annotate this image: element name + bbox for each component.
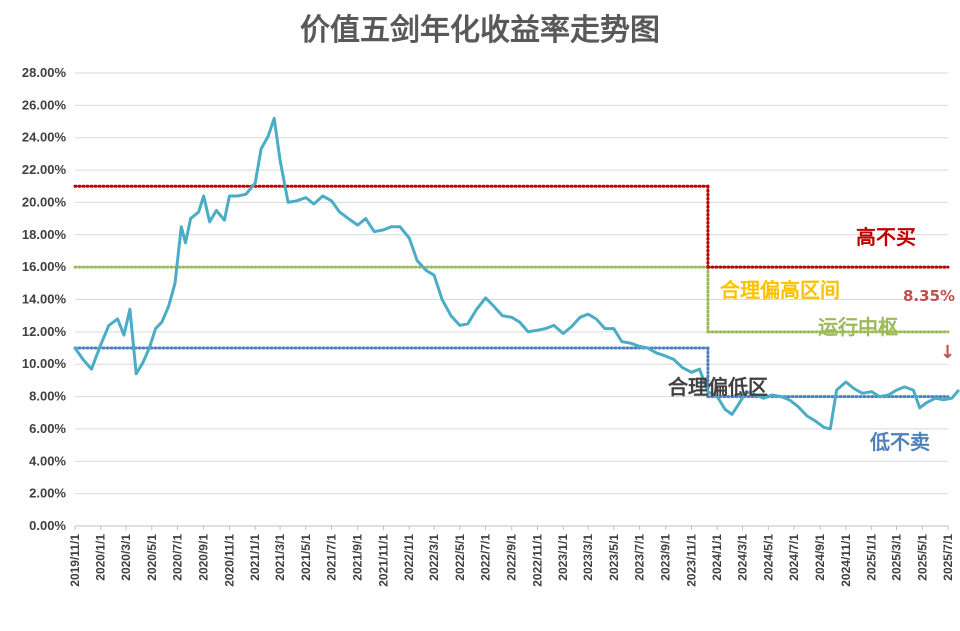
x-tick-label: 2022/7/1	[479, 534, 493, 581]
y-tick-label: 28.00%	[22, 65, 67, 80]
y-tick-label: 8.00%	[29, 389, 66, 404]
y-axis: 0.00% 2.00% 4.00% 6.00% 8.00% 10.00% 12.00% 14.…	[22, 65, 67, 533]
x-tick-label: 2024/9/1	[813, 534, 827, 581]
chart-title: 价值五剑年化收益率走势图	[300, 13, 660, 48]
series-line	[73, 116, 960, 431]
x-tick-label: 2023/5/1	[607, 534, 621, 581]
x-tick-label: 2021/5/1	[299, 534, 313, 581]
y-tick-label: 0.00%	[29, 518, 66, 533]
x-tick-label: 2024/7/1	[787, 534, 801, 581]
reference-lines	[73, 184, 950, 399]
y-tick-label: 22.00%	[22, 162, 67, 177]
x-tick-label: 2023/9/1	[659, 534, 673, 581]
x-tick-label: 2025/5/1	[915, 534, 929, 581]
y-tick-label: 10.00%	[22, 356, 67, 371]
label-low-no-sell: 低不卖	[869, 430, 930, 454]
x-tick-label: 2024/11/1	[839, 534, 853, 587]
label-high-no-buy: 高不买	[856, 225, 916, 249]
x-tick-label: 2020/9/1	[197, 534, 211, 581]
x-tick-label: 2024/5/1	[761, 534, 775, 581]
x-tick-label: 2022/9/1	[505, 534, 519, 581]
x-tick-label: 2024/3/1	[736, 534, 750, 581]
x-tick-label: 2020/11/1	[222, 534, 236, 587]
x-tick-label: 2021/11/1	[376, 534, 390, 587]
x-tick-label: 2021/3/1	[273, 534, 287, 581]
x-tick-label: 2025/1/1	[865, 534, 879, 581]
x-tick-label: 2025/7/1	[941, 534, 955, 581]
series-layer	[73, 116, 960, 431]
x-tick-label: 2023/1/1	[556, 534, 570, 581]
x-tick-label: 2025/3/1	[890, 534, 904, 581]
y-tick-label: 14.00%	[22, 292, 67, 307]
x-tick-label: 2022/3/1	[427, 534, 441, 581]
y-tick-label: 16.00%	[22, 259, 67, 274]
x-tick-label: 2024/1/1	[710, 534, 724, 581]
x-tick-label: 2021/9/1	[351, 534, 365, 581]
y-tick-label: 26.00%	[22, 97, 67, 112]
x-tick-label: 2023/3/1	[581, 534, 595, 581]
y-tick-label: 2.00%	[29, 486, 66, 501]
y-tick-label: 12.00%	[22, 324, 67, 339]
x-tick-label: 2020/7/1	[171, 534, 185, 581]
y-tick-label: 20.00%	[22, 194, 67, 209]
label-low-range: 合理偏低区	[668, 375, 768, 399]
y-tick-label: 18.00%	[22, 227, 67, 242]
arrow-down-icon: ↓	[940, 342, 955, 363]
y-tick-label: 6.00%	[29, 421, 66, 436]
x-tick-label: 2020/3/1	[119, 534, 133, 581]
x-tick-label: 2022/5/1	[453, 534, 467, 581]
label-latest-value: 8.35%	[903, 287, 955, 305]
label-center: 运行中枢	[818, 315, 898, 339]
x-tick-label: 2022/11/1	[530, 534, 544, 587]
x-tick-label: 2023/7/1	[633, 534, 647, 581]
x-tick-label: 2023/11/1	[684, 534, 698, 587]
x-tick-label: 2022/1/1	[402, 534, 416, 581]
x-axis: 2019/11/1 2020/1/1 2020/3/1 2020/5/1 2020/7/…	[68, 534, 955, 587]
x-tick-label: 2019/11/1	[68, 534, 82, 587]
y-tick-label: 4.00%	[29, 453, 66, 468]
x-tick-label: 2020/5/1	[145, 534, 159, 581]
grid	[74, 72, 949, 530]
x-tick-label: 2021/7/1	[325, 534, 339, 581]
label-high-range: 合理偏高区间	[720, 278, 840, 302]
x-tick-label: 2021/1/1	[248, 534, 262, 581]
y-tick-label: 24.00%	[22, 130, 67, 145]
x-tick-label: 2020/1/1	[94, 534, 108, 581]
